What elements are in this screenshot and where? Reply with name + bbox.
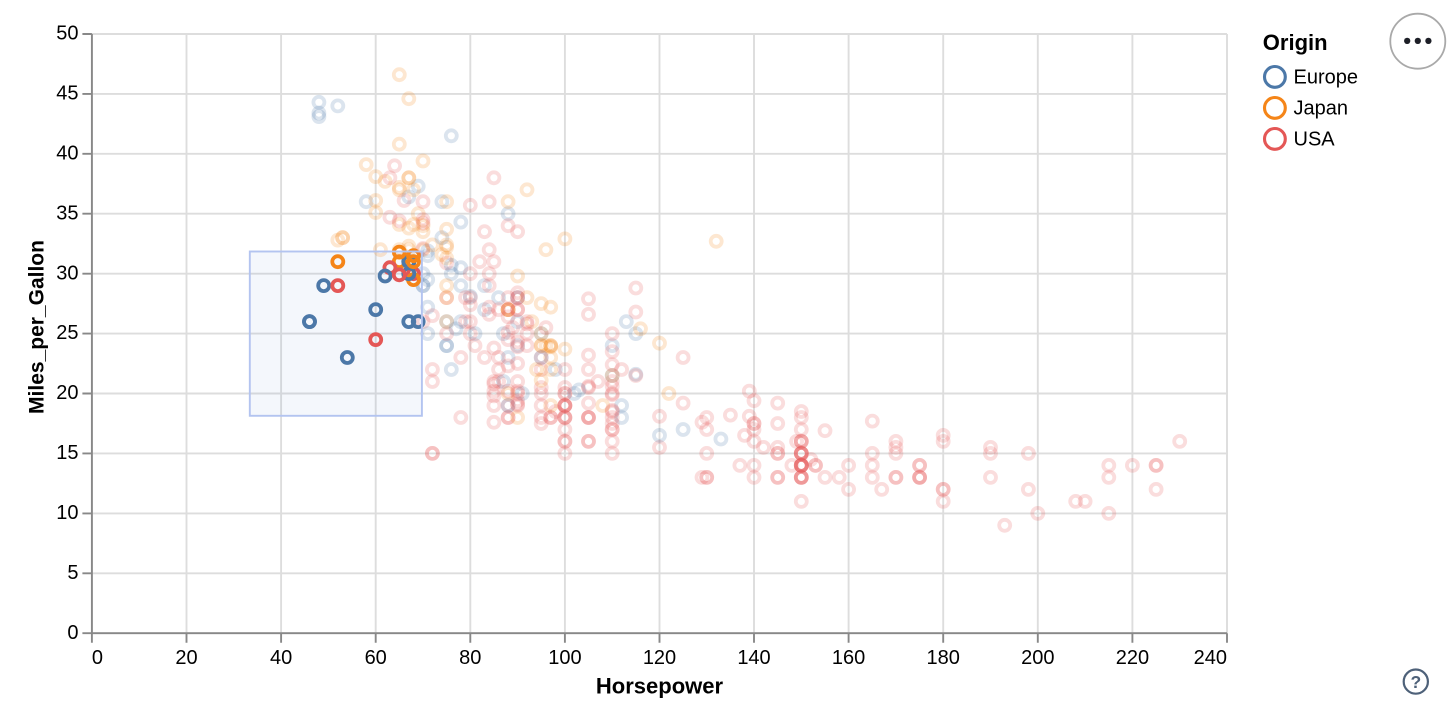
svg-text:240: 240 [1194,647,1227,669]
svg-text:220: 220 [1116,647,1149,669]
svg-text:60: 60 [365,647,387,669]
svg-text:?: ? [1410,672,1421,692]
svg-text:50: 50 [56,23,78,45]
svg-text:140: 140 [737,647,770,669]
svg-text:180: 180 [927,647,960,669]
svg-text:5: 5 [67,562,78,584]
svg-text:Europe: Europe [1294,66,1359,88]
svg-text:30: 30 [56,262,78,284]
svg-text:0: 0 [67,622,78,644]
svg-text:USA: USA [1294,128,1336,150]
svg-text:35: 35 [56,202,78,224]
svg-text:100: 100 [548,647,581,669]
svg-text:120: 120 [643,647,676,669]
svg-text:200: 200 [1021,647,1054,669]
svg-text:20: 20 [175,647,197,669]
svg-text:25: 25 [56,322,78,344]
svg-text:160: 160 [832,647,865,669]
svg-text:15: 15 [56,442,78,464]
svg-text:Japan: Japan [1294,97,1349,119]
svg-text:0: 0 [92,647,103,669]
svg-text:45: 45 [56,83,78,105]
svg-text:80: 80 [459,647,481,669]
svg-text:Miles_per_Gallon: Miles_per_Gallon [26,240,49,414]
svg-text:40: 40 [56,142,78,164]
svg-text:10: 10 [56,502,78,524]
svg-text:Origin: Origin [1263,30,1328,55]
svg-text:40: 40 [270,647,292,669]
svg-text:20: 20 [56,382,78,404]
svg-text:Horsepower: Horsepower [596,673,724,698]
